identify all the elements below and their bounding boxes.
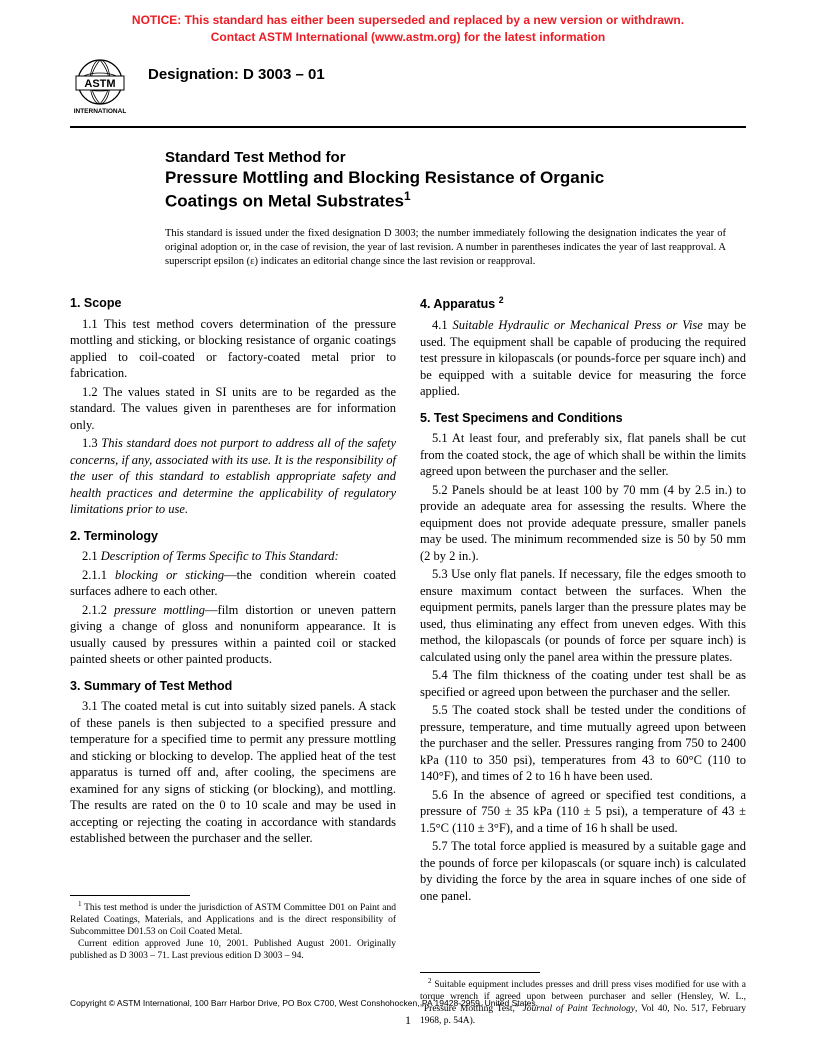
- body-content: 1. Scope 1.1 This test method covers det…: [0, 269, 816, 1027]
- s2-p2: 2.1.1 blocking or sticking—the condition…: [70, 567, 396, 600]
- s5-p5: 5.5 The coated stock shall be tested und…: [420, 702, 746, 785]
- title-line1: Standard Test Method for: [165, 148, 746, 168]
- title-line2b: Coatings on Metal Substrates1: [165, 189, 746, 213]
- s5-p2: 5.2 Panels should be at least 100 by 70 …: [420, 482, 746, 565]
- designation: Designation: D 3003 – 01: [148, 66, 325, 83]
- title-block: Standard Test Method for Pressure Mottli…: [0, 128, 816, 213]
- page-number: 1: [0, 1013, 816, 1028]
- s4-p1: 4.1 Suitable Hydraulic or Mechanical Pre…: [420, 317, 746, 400]
- s2-p1: 2.1 Description of Terms Specific to Thi…: [70, 548, 396, 565]
- issued-note: This standard is issued under the fixed …: [0, 213, 816, 270]
- s2-head: 2. Terminology: [70, 528, 396, 545]
- notice-line1: NOTICE: This standard has either been su…: [132, 13, 684, 27]
- s5-p4: 5.4 The film thickness of the coating un…: [420, 667, 746, 700]
- notice-line2: Contact ASTM International (www.astm.org…: [211, 30, 605, 44]
- logo-tag: INTERNATIONAL: [74, 108, 127, 115]
- s5-p6: 5.6 In the absence of agreed or specifie…: [420, 787, 746, 837]
- astm-logo: ASTM INTERNATIONAL: [70, 58, 130, 116]
- s5-p1: 5.1 At least four, and preferably six, f…: [420, 430, 746, 480]
- s3-head: 3. Summary of Test Method: [70, 678, 396, 695]
- logo-text: ASTM: [84, 78, 115, 90]
- s1-p2: 1.2 The values stated in SI units are to…: [70, 384, 396, 434]
- footnote-1a: 1 This test method is under the jurisdic…: [70, 900, 396, 939]
- header: ASTM INTERNATIONAL Designation: D 3003 –…: [0, 58, 816, 124]
- s1-p3: 1.3 This standard does not purport to ad…: [70, 435, 396, 518]
- s5-p7: 5.7 The total force applied is measured …: [420, 838, 746, 904]
- s1-p1: 1.1 This test method covers determinatio…: [70, 316, 396, 382]
- s3-p1: 3.1 The coated metal is cut into suitabl…: [70, 698, 396, 847]
- notice-banner: NOTICE: This standard has either been su…: [0, 0, 816, 54]
- title-line2a: Pressure Mottling and Blocking Resistanc…: [165, 167, 746, 189]
- s2-p3: 2.1.2 pressure mottling—film distortion …: [70, 602, 396, 668]
- footnote-1b: Current edition approved June 10, 2001. …: [70, 939, 396, 963]
- s1-head: 1. Scope: [70, 295, 396, 312]
- s5-p3: 5.3 Use only flat panels. If necessary, …: [420, 566, 746, 665]
- s5-head: 5. Test Specimens and Conditions: [420, 410, 746, 427]
- copyright: Copyright © ASTM International, 100 Barr…: [70, 998, 538, 1008]
- s4-head: 4. Apparatus 2: [420, 295, 746, 313]
